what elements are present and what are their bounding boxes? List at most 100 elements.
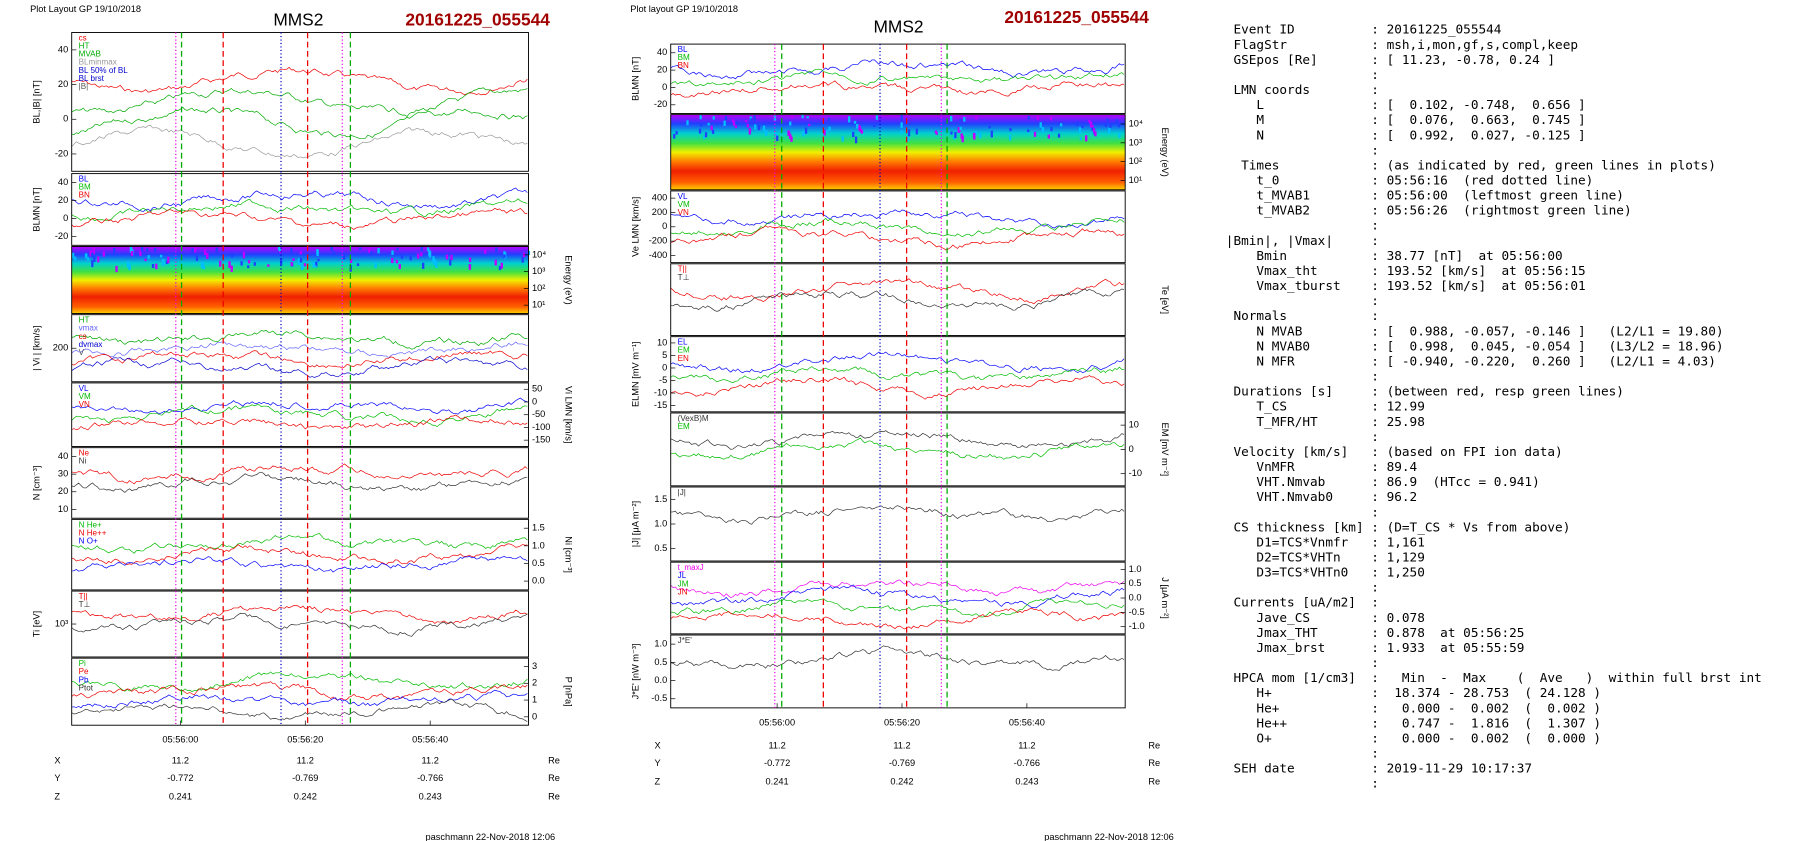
spectrogram-noise [498,265,502,271]
spectrogram-noise [203,248,207,256]
spectrogram-noise [698,128,702,134]
spectrogram-noise [71,252,75,259]
spectrogram-noise [950,131,953,135]
legend-entry: cs [79,332,87,341]
y-tick-label: -10 [1129,468,1142,478]
y-tick-label: 0 [662,362,667,372]
y-tick-label: 10 [58,504,68,514]
panel-frame [71,245,529,314]
spectrogram-noise [202,265,206,270]
spectrogram-noise [139,250,142,257]
spectrogram-noise [915,128,918,135]
spectrogram-noise [841,135,844,142]
spectrogram-noise [750,118,753,124]
trace [71,543,528,566]
spectrogram-noise [450,254,453,261]
spectrogram-noise [332,251,336,255]
y-tick-label: 50 [532,384,542,394]
panel-frame [71,447,529,519]
spectrogram-noise [330,246,333,252]
spectrogram-noise [374,262,377,269]
position-cell: Re [1148,740,1160,750]
trace [670,278,1125,305]
summary-line: : [1226,429,1379,444]
trace [71,605,528,624]
trace [670,68,1125,87]
spectrogram-noise [852,131,855,138]
spectrogram-noise [1060,123,1063,127]
legend-entry: BL brst [79,74,105,83]
y-axis-label: J [μA m⁻²] [1160,577,1170,619]
y-tick-label: 10³ [532,266,545,276]
summary-line: : [1226,142,1379,157]
trace [71,397,528,415]
y-tick-label: 10¹ [1129,175,1142,185]
spectrogram-noise [753,115,756,122]
panel-frame [670,43,1126,114]
spectrogram-noise [140,247,144,252]
y-axis-label: P [nPa] [563,677,573,707]
y-tick-label: -20 [55,231,68,241]
spectrogram-noise [115,265,118,273]
spectrogram-noise [356,263,360,266]
spectrogram-noise [1118,132,1121,139]
position-cell: -0.772 [764,758,790,768]
spectrogram-noise [167,256,170,264]
spectrogram-noise [732,121,736,126]
summary-line: : [1226,218,1379,233]
trace [71,681,528,701]
trace [71,404,528,428]
spectrogram-noise [776,135,779,142]
position-cell: Re [548,773,560,783]
spectrogram-noise [826,129,829,133]
spectrogram-noise [934,130,938,134]
summary-line: N MFR : [ -0.940, -0.220, 0.260 ] (L2/L1… [1226,353,1716,368]
panel: Te [eV] T||T⊥ [670,263,1170,336]
summary-line: N MVAB : [ 0.988, -0.057, -0.146 ] (L2/L… [1226,323,1724,338]
legend-entry: Ptot [79,683,94,692]
spectrogram-noise [102,251,106,257]
position-cell: 0.243 [1015,776,1038,786]
spectrogram-noise [856,123,859,129]
panel: 10⁴ 10³ 10² 10¹ Energy (eV) [71,245,573,314]
y-tick-label: -5 [659,375,667,385]
panel-frame [670,561,1126,635]
position-cell: 11.2 [422,756,439,766]
trace [71,187,528,212]
summary-line: CS thickness [km] : (D=T_CS * Vs from ab… [1226,519,1571,534]
position-cell: 0.243 [419,791,442,801]
y-tick-label: 10³ [1129,137,1142,147]
spectrogram-noise [950,115,953,122]
y-axis-label: BL,|B| [nT] [31,80,41,123]
spectrogram-noise [146,248,149,252]
footer: paschmann 22-Nov-2018 12:06 [1044,832,1174,841]
spectrogram-noise [191,248,194,253]
spectrogram-noise [828,126,831,131]
spectrogram-noise [723,120,726,126]
panel-frame [71,314,529,383]
panel-frame [71,173,529,246]
spectrogram-noise [959,126,962,131]
position-cell: 11.2 [893,740,910,750]
y-tick-label: 0 [662,82,667,92]
legend-entry: HT [79,316,90,325]
position-cell: Y [54,773,60,783]
trace [71,463,528,485]
spectrogram-noise [1049,116,1053,121]
spectrogram-noise [699,122,703,127]
legend-entry: JM [678,579,689,588]
y-tick-label: 10 [1129,420,1139,430]
spectrogram-noise [802,130,805,137]
position-cell: 11.2 [297,756,314,766]
y-tick-label: -100 [532,422,551,432]
y-tick-label: 0 [662,221,667,231]
trace [71,471,528,493]
position-cell: 11.2 [768,740,785,750]
trace [670,288,1125,312]
y-tick-label: 20 [58,195,68,205]
spectrogram-noise [468,257,472,263]
legend-entry: Pi [79,659,86,668]
spectrogram-noise [762,125,766,132]
plot-title: MMS2 [273,10,323,30]
